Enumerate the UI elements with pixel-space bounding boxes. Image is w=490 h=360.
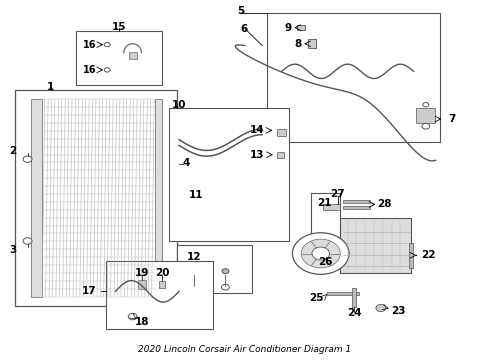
Text: 21: 21 [318, 198, 332, 208]
Circle shape [293, 233, 349, 274]
Text: 1: 1 [47, 82, 54, 92]
Bar [297, 25, 305, 31]
Bar [139, 280, 147, 289]
Bar [159, 281, 165, 288]
Text: 13: 13 [250, 150, 265, 160]
Text: 20: 20 [155, 268, 169, 278]
Text: 14: 14 [250, 125, 265, 135]
Text: 6: 6 [240, 24, 247, 34]
Circle shape [222, 269, 229, 274]
Text: 8: 8 [294, 39, 301, 49]
Bar [172, 164, 177, 180]
Text: 16: 16 [83, 40, 96, 50]
Circle shape [301, 239, 340, 268]
Text: 5: 5 [238, 6, 245, 17]
Bar [76, 31, 162, 85]
Text: 10: 10 [172, 100, 186, 110]
Bar [277, 152, 284, 158]
Bar [15, 90, 176, 306]
Circle shape [23, 156, 32, 162]
Bar [277, 129, 286, 136]
Text: 12: 12 [186, 252, 201, 262]
Circle shape [128, 313, 137, 320]
Text: 16: 16 [83, 65, 96, 75]
Circle shape [23, 238, 32, 244]
Bar [340, 218, 411, 273]
Bar [323, 204, 340, 211]
Circle shape [104, 42, 110, 47]
Text: 18: 18 [135, 317, 149, 327]
Text: 4: 4 [183, 158, 190, 168]
Text: 26: 26 [318, 257, 333, 267]
Bar [155, 99, 162, 297]
Circle shape [422, 123, 430, 129]
Text: 11: 11 [189, 189, 203, 199]
Text: 15: 15 [112, 22, 126, 32]
Bar [416, 108, 435, 123]
Circle shape [190, 269, 197, 274]
Bar [31, 99, 42, 297]
Bar [327, 292, 359, 296]
Circle shape [312, 247, 330, 260]
Bar [409, 243, 413, 268]
Text: 2: 2 [9, 145, 17, 156]
Text: 25: 25 [309, 293, 323, 303]
Bar [177, 168, 181, 176]
Text: 9: 9 [284, 23, 292, 33]
Text: 3: 3 [9, 244, 17, 255]
Bar [129, 52, 137, 59]
Bar [169, 108, 289, 241]
Circle shape [376, 305, 386, 312]
Circle shape [221, 284, 229, 290]
Bar [267, 13, 441, 142]
Bar [343, 200, 369, 203]
Bar [106, 261, 213, 329]
Bar [343, 206, 370, 209]
Text: 22: 22 [421, 250, 436, 260]
Bar [352, 288, 356, 307]
Text: 17: 17 [81, 286, 96, 296]
Text: 27: 27 [331, 189, 345, 199]
Bar [308, 40, 317, 48]
Text: 24: 24 [346, 309, 361, 318]
Circle shape [190, 284, 197, 290]
Text: 23: 23 [392, 306, 406, 316]
Text: 28: 28 [377, 199, 392, 210]
Bar [311, 193, 340, 257]
Text: 19: 19 [135, 268, 149, 278]
Text: 2020 Lincoln Corsair Air Conditioner Diagram 1: 2020 Lincoln Corsair Air Conditioner Dia… [138, 345, 352, 354]
Circle shape [104, 68, 110, 72]
Circle shape [423, 103, 429, 107]
Text: 7: 7 [448, 114, 455, 124]
Bar [176, 244, 252, 293]
